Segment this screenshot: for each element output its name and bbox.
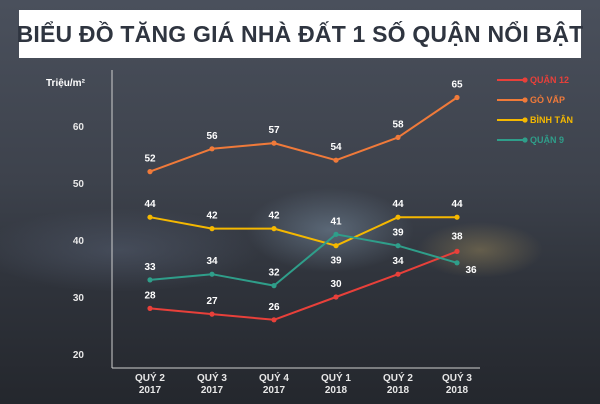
data-label: 27	[206, 296, 218, 307]
y-tick-label: 20	[73, 350, 85, 361]
x-tick-label: QUÝ 3	[442, 371, 472, 384]
y-tick-label: 50	[73, 179, 85, 190]
data-point	[333, 294, 339, 300]
data-label: 26	[268, 302, 280, 313]
chart-title: BIỂU ĐỒ TĂNG GIÁ NHÀ ĐẤT 1 SỐ QUẬN NỔI B…	[16, 20, 584, 47]
data-point	[271, 317, 277, 323]
data-point	[271, 140, 277, 146]
title-banner: BIỂU ĐỒ TĂNG GIÁ NHÀ ĐẤT 1 SỐ QUẬN NỔI B…	[16, 10, 584, 58]
data-label: 30	[330, 279, 342, 290]
data-label: 52	[144, 154, 156, 165]
data-point	[147, 214, 153, 220]
legend-marker	[522, 117, 528, 123]
data-point	[147, 277, 153, 283]
data-label: 54	[330, 142, 342, 153]
data-point	[395, 271, 401, 277]
data-point	[333, 157, 339, 163]
data-point	[209, 271, 215, 277]
legend-entry: QUẬN 9	[530, 134, 564, 145]
data-label: 36	[465, 265, 477, 276]
x-tick-label: QUÝ 3	[197, 371, 227, 384]
data-label: 33	[144, 262, 156, 273]
x-tick-label: 2017	[139, 385, 162, 396]
x-tick-label: 2018	[446, 385, 469, 396]
data-point	[147, 305, 153, 311]
legend-marker	[522, 97, 528, 103]
legend-entry: QUẬN 12	[530, 74, 569, 85]
data-label: 56	[206, 131, 218, 142]
legend-entry: GÒ VẤP	[530, 94, 565, 105]
data-point	[147, 169, 153, 175]
x-tick-label: QUÝ 1	[321, 371, 351, 384]
data-point	[333, 243, 339, 249]
x-tick-label: QUÝ 2	[383, 371, 413, 384]
data-label: 57	[268, 125, 280, 136]
data-label: 65	[451, 80, 463, 91]
data-label: 58	[392, 119, 404, 130]
legend-marker	[522, 77, 528, 83]
data-label: 41	[330, 216, 342, 227]
data-point	[395, 134, 401, 140]
x-tick-label: 2018	[325, 385, 348, 396]
x-tick-label: 2017	[201, 385, 224, 396]
series-line	[149, 250, 458, 321]
data-point	[395, 214, 401, 220]
data-point	[209, 146, 215, 152]
data-label: 42	[268, 211, 280, 222]
data-point	[209, 226, 215, 232]
data-label: 44	[144, 199, 156, 210]
data-label: 39	[392, 228, 404, 239]
data-point	[333, 231, 339, 237]
series-line	[149, 216, 457, 247]
y-tick-label: 60	[73, 122, 85, 133]
data-label: 38	[451, 231, 463, 242]
data-label: 34	[392, 256, 404, 267]
data-label: 44	[392, 199, 404, 210]
data-point	[454, 214, 460, 220]
data-point	[454, 260, 460, 266]
data-point	[395, 243, 401, 249]
y-tick-label: 30	[73, 293, 85, 304]
series-line	[149, 96, 458, 173]
data-point	[454, 94, 460, 101]
data-point	[271, 226, 277, 232]
x-tick-label: 2018	[387, 385, 410, 396]
data-label: 32	[268, 268, 280, 279]
data-label: 44	[451, 199, 463, 210]
x-tick-label: QUÝ 4	[259, 371, 289, 384]
data-point	[454, 248, 460, 254]
data-label: 39	[330, 256, 342, 267]
data-point	[209, 311, 215, 317]
data-point	[271, 283, 277, 289]
data-label: 42	[206, 211, 218, 222]
legend-entry: BÌNH TÂN	[530, 114, 573, 125]
y-tick-label: 40	[73, 236, 85, 247]
y-axis-label: Triệu/m²	[46, 78, 86, 89]
x-tick-label: 2017	[263, 385, 286, 396]
series-line	[149, 233, 458, 287]
data-label: 28	[144, 290, 156, 301]
legend-marker	[522, 137, 528, 143]
data-label: 34	[206, 256, 218, 267]
x-tick-label: QUÝ 2	[135, 371, 165, 384]
